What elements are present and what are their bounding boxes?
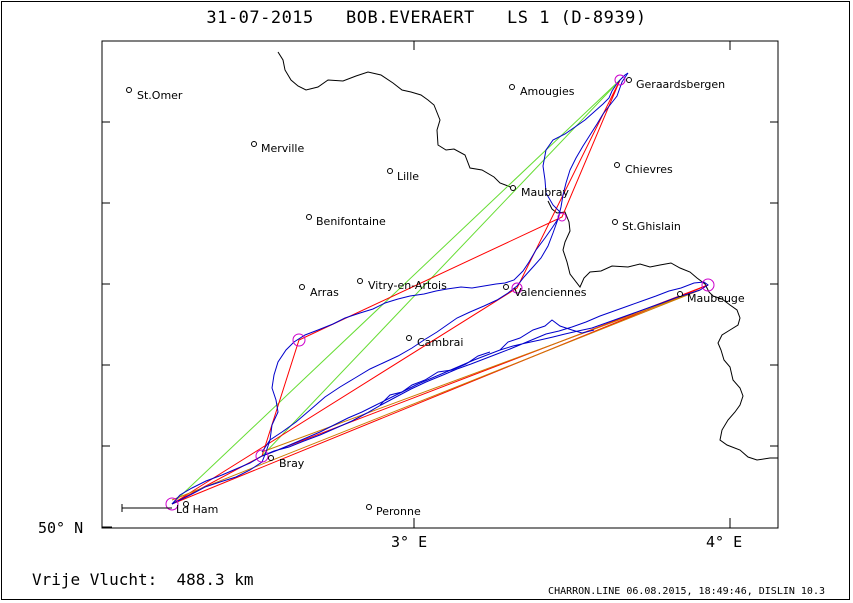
- track-segment-north: [171, 72, 629, 505]
- lon-label-4e: 4° E: [706, 533, 742, 551]
- start-line: [121, 504, 172, 512]
- distance-label: Vrije Vlucht:: [32, 570, 158, 589]
- turnpoint-4: [614, 74, 626, 86]
- marker-arras: [299, 284, 305, 290]
- label-vitry: Vitry-en-Artois: [368, 279, 447, 292]
- marker-ham: [183, 501, 189, 507]
- label-merville: Merville: [261, 142, 304, 155]
- lon-label-3e: 3° E: [391, 533, 427, 551]
- marker-valenciennes: [503, 284, 509, 290]
- top-ticks: [413, 41, 731, 50]
- turnpoint-circles: [165, 74, 715, 511]
- border-france-belgium: [277, 51, 515, 190]
- marker-st-ghislain: [612, 219, 618, 225]
- lat-label: 50° N: [38, 519, 83, 537]
- label-geraardsbergen: Geraardsbergen: [636, 78, 725, 91]
- marker-amougies: [509, 84, 515, 90]
- label-cambrai: Cambrai: [417, 336, 463, 349]
- turnpoint-6: [701, 278, 715, 292]
- right-ticks: [770, 121, 778, 447]
- label-bray: Bray: [279, 457, 305, 470]
- marker-merville: [251, 141, 257, 147]
- marker-vitry: [357, 278, 363, 284]
- label-st-omer: St.Omer: [137, 89, 183, 102]
- label-maubray: Maubray: [521, 186, 569, 199]
- marker-geraardsbergen: [626, 77, 632, 83]
- label-lille: Lille: [397, 170, 419, 183]
- free-flight-distance: Vrije Vlucht: 488.3 km: [32, 570, 254, 589]
- label-valenciennes: Valenciennes: [514, 286, 587, 299]
- marker-chievres: [614, 162, 620, 168]
- track-segment-east: [261, 281, 709, 457]
- marker-st-omer: [126, 87, 132, 93]
- track-segment-final: [171, 455, 263, 505]
- label-benifontaine: Benifontaine: [316, 215, 386, 228]
- border-france-belgium-east: [547, 200, 778, 461]
- place-labels: St.Omer Amougies Geraardsbergen Merville…: [137, 78, 745, 518]
- label-arras: Arras: [310, 286, 339, 299]
- turnpoint-start: [165, 497, 179, 511]
- turnpoint-3: [557, 212, 567, 222]
- turnpoint-2: [292, 333, 306, 347]
- left-ticks: [102, 121, 112, 528]
- marker-lille: [387, 168, 393, 174]
- label-st-ghislain: St.Ghislain: [622, 220, 681, 233]
- label-chievres: Chievres: [625, 163, 673, 176]
- bottom-ticks: [413, 518, 731, 528]
- turnpoint-1: [255, 449, 269, 463]
- marker-maubeuge: [677, 291, 683, 297]
- marker-maubray: [510, 185, 516, 191]
- place-markers: [126, 77, 683, 510]
- flight-title: 31-07-2015 BOB.EVERAERT LS 1 (D-8939): [206, 8, 647, 28]
- marker-benifontaine: [306, 214, 312, 220]
- footer-info: CHARRON.LINE 06.08.2015, 18:49:46, DISLI…: [548, 586, 825, 597]
- country-borders: [277, 51, 778, 461]
- turnpoint-5: [511, 282, 523, 294]
- label-ham: Ld Ham: [176, 503, 218, 516]
- label-maubeuge: Maubeuge: [687, 292, 745, 305]
- marker-cambrai: [406, 335, 412, 341]
- label-peronne: Peronne: [376, 505, 421, 518]
- flight-legs-alt: [171, 289, 701, 501]
- alternate-legs: [171, 79, 621, 505]
- marker-bray: [268, 455, 274, 461]
- label-amougies: Amougies: [520, 85, 575, 98]
- distance-value: 488.3 km: [176, 570, 254, 589]
- track-detail: [379, 319, 595, 406]
- marker-peronne: [366, 504, 372, 510]
